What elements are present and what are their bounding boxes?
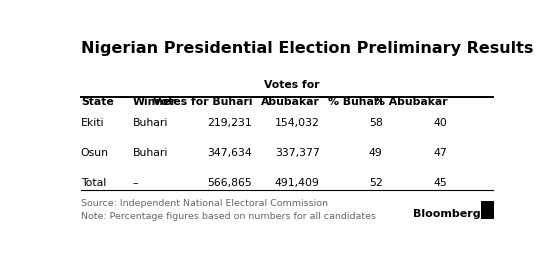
Text: 154,032: 154,032 <box>274 118 320 128</box>
Text: 49: 49 <box>368 148 382 158</box>
Text: Bloomberg: Bloomberg <box>413 209 480 219</box>
Text: 347,634: 347,634 <box>208 148 252 158</box>
Text: Abubakar: Abubakar <box>260 97 320 107</box>
Text: State: State <box>81 97 114 107</box>
Text: Buhari: Buhari <box>133 148 169 158</box>
Text: Nigerian Presidential Election Preliminary Results: Nigerian Presidential Election Prelimina… <box>81 41 533 56</box>
Text: 219,231: 219,231 <box>208 118 252 128</box>
Text: 40: 40 <box>433 118 447 128</box>
Text: 58: 58 <box>368 118 382 128</box>
Text: Osun: Osun <box>81 148 109 158</box>
Text: Ekiti: Ekiti <box>81 118 104 128</box>
Text: % Buhari: % Buhari <box>328 97 382 107</box>
Text: –: – <box>133 178 138 188</box>
Bar <box>481 201 494 219</box>
Text: Source: Independent National Electoral Commission: Source: Independent National Electoral C… <box>81 199 328 208</box>
Text: Winner: Winner <box>133 97 177 107</box>
Text: Total: Total <box>81 178 106 188</box>
Text: 45: 45 <box>434 178 447 188</box>
Text: % Abubakar: % Abubakar <box>374 97 447 107</box>
Text: 52: 52 <box>368 178 382 188</box>
Text: 337,377: 337,377 <box>275 148 320 158</box>
Text: Note: Percentage figures based on numbers for all candidates: Note: Percentage figures based on number… <box>81 212 376 221</box>
Text: 47: 47 <box>434 148 447 158</box>
Text: 491,409: 491,409 <box>274 178 320 188</box>
Text: Votes for Buhari: Votes for Buhari <box>153 97 252 107</box>
Text: Votes for: Votes for <box>264 80 320 90</box>
Text: 566,865: 566,865 <box>208 178 252 188</box>
Text: Buhari: Buhari <box>133 118 169 128</box>
